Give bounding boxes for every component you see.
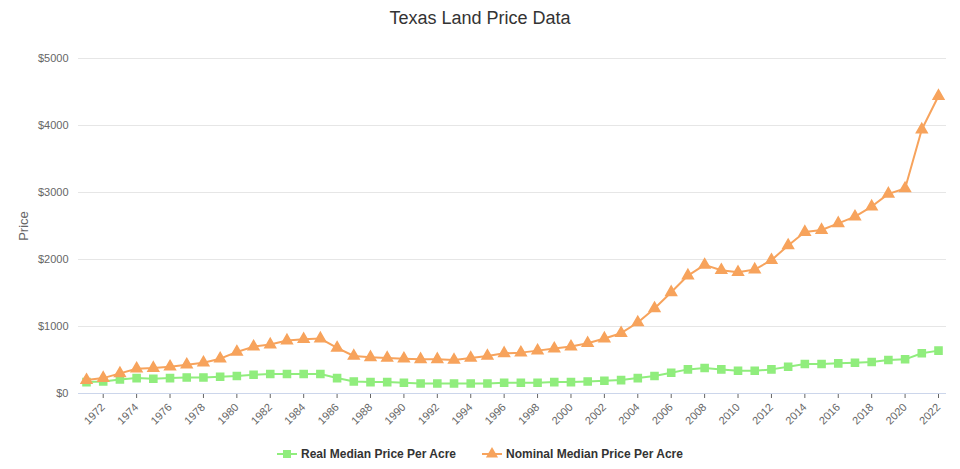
svg-text:2006: 2006 — [649, 401, 675, 427]
svg-text:1974: 1974 — [115, 401, 141, 427]
svg-text:1992: 1992 — [415, 401, 441, 427]
svg-text:1976: 1976 — [148, 401, 174, 427]
svg-text:1998: 1998 — [516, 401, 542, 427]
svg-text:$3000: $3000 — [38, 186, 69, 198]
svg-text:2012: 2012 — [750, 401, 776, 427]
svg-text:1982: 1982 — [248, 401, 274, 427]
svg-text:2020: 2020 — [883, 401, 909, 427]
svg-text:1994: 1994 — [449, 401, 475, 427]
svg-text:2016: 2016 — [816, 401, 842, 427]
svg-text:1990: 1990 — [382, 401, 408, 427]
svg-text:1986: 1986 — [315, 401, 341, 427]
svg-text:$0: $0 — [56, 387, 68, 399]
svg-text:2008: 2008 — [683, 401, 709, 427]
svg-text:2010: 2010 — [716, 401, 742, 427]
html-text:Real Median Price Per Acre: Real Median Price Per Acre — [301, 447, 456, 461]
svg-text:2022: 2022 — [917, 401, 943, 427]
html-text:Texas Land Price Data: Texas Land Price Data — [389, 8, 571, 28]
svg-text:$4000: $4000 — [38, 119, 69, 131]
svg-text:2000: 2000 — [549, 401, 575, 427]
svg-text:1972: 1972 — [81, 401, 107, 427]
svg-text:1988: 1988 — [349, 401, 375, 427]
svg-text:$1000: $1000 — [38, 320, 69, 332]
svg-text:2014: 2014 — [783, 401, 809, 427]
svg-text:1984: 1984 — [282, 401, 308, 427]
svg-text:2002: 2002 — [582, 401, 608, 427]
svg-text:1978: 1978 — [182, 401, 208, 427]
svg-text:2004: 2004 — [616, 401, 642, 427]
svg-text:$5000: $5000 — [38, 52, 69, 64]
svg-text:2018: 2018 — [850, 401, 876, 427]
html-text:Nominal Median Price Per Acre: Nominal Median Price Per Acre — [506, 447, 683, 461]
svg-text:1996: 1996 — [482, 401, 508, 427]
svg-text:1980: 1980 — [215, 401, 241, 427]
svg-text:Price: Price — [16, 211, 31, 241]
svg-text:$2000: $2000 — [38, 253, 69, 265]
